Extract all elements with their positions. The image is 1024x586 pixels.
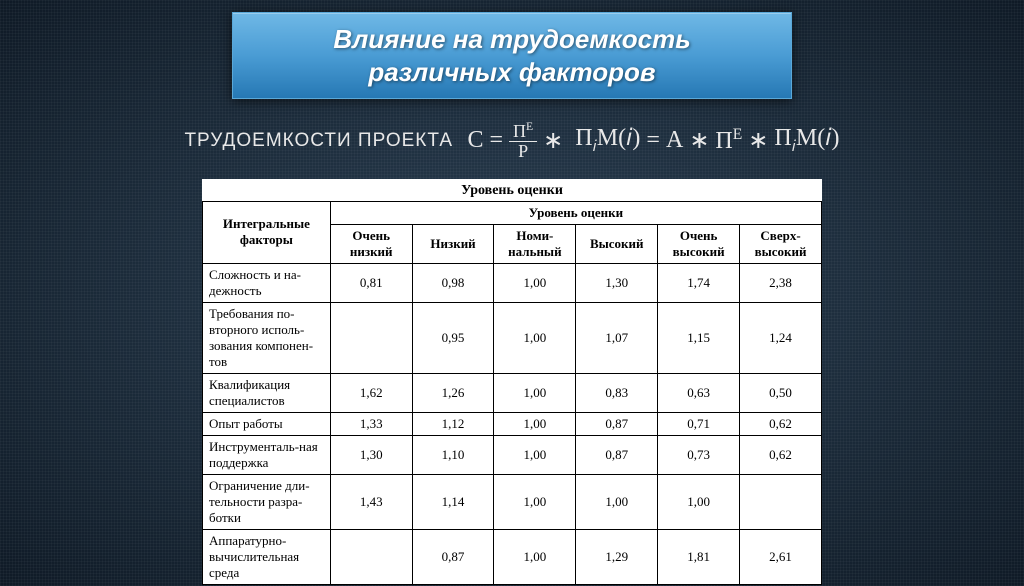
cell-value: 1,00 (494, 435, 576, 474)
cell-value: 0,73 (658, 435, 740, 474)
th-col-1: Низкий (412, 224, 494, 263)
cell-value: 0,63 (658, 373, 740, 412)
cell-value: 0,62 (740, 412, 822, 435)
cell-value: 0,83 (576, 373, 658, 412)
cell-factor: Сложность и на-дежность (203, 263, 331, 302)
fraction-num: ПE (509, 121, 537, 142)
th-group: Уровень оценки (330, 201, 821, 224)
sym-PiE: ПE (715, 126, 742, 155)
cell-factor: Опыт работы (203, 412, 331, 435)
assessment-table: Интегральные факторы Уровень оценки Очен… (202, 201, 822, 585)
formula-row: Трудоемкости проекта C = ПE P ∗ Π𝑖M(𝑖) =… (0, 121, 1024, 161)
cell-value: 1,07 (576, 302, 658, 373)
sym-star3: ∗ (748, 126, 768, 155)
cell-value: 1,62 (330, 373, 412, 412)
cell-value: 1,74 (658, 263, 740, 302)
term-PiM2: Π𝑖M(𝑖) (774, 125, 839, 156)
cell-value: 1,14 (412, 474, 494, 529)
cell-value: 1,00 (658, 474, 740, 529)
sym-eq2: = (646, 127, 660, 154)
table-caption: Уровень оценки (202, 179, 822, 201)
th-factor: Интегральные факторы (203, 201, 331, 263)
formula-expression: C = ПE P ∗ Π𝑖M(𝑖) = A ∗ ПE ∗ Π𝑖M(𝑖) (467, 121, 839, 161)
sym-eq: = (489, 127, 503, 154)
cell-value: 1,29 (576, 529, 658, 584)
formula-label: Трудоемкости проекта (184, 130, 453, 151)
title-banner: Влияние на трудоемкость различных фактор… (232, 12, 792, 99)
cell-value: 1,43 (330, 474, 412, 529)
fraction-den: P (514, 142, 532, 161)
table-row: Квалификация специалистов1,621,261,000,8… (203, 373, 822, 412)
cell-value: 0,87 (412, 529, 494, 584)
table-row: Ограничение дли-тельности разра-ботки1,4… (203, 474, 822, 529)
title-line-1: Влияние на трудоемкость (253, 23, 771, 56)
cell-value: 0,98 (412, 263, 494, 302)
cell-value: 0,87 (576, 435, 658, 474)
th-col-3: Высокий (576, 224, 658, 263)
term-PiM: Π𝑖M(𝑖) (569, 125, 640, 156)
cell-value: 1,00 (576, 474, 658, 529)
cell-value: 1,00 (494, 529, 576, 584)
cell-value: 0,62 (740, 435, 822, 474)
cell-value: 1,24 (740, 302, 822, 373)
cell-value: 2,38 (740, 263, 822, 302)
cell-factor: Квалификация специалистов (203, 373, 331, 412)
cell-factor: Инструменталь-ная поддержка (203, 435, 331, 474)
cell-value: 1,30 (576, 263, 658, 302)
cell-value: 0,81 (330, 263, 412, 302)
th-col-4: Очень высокий (658, 224, 740, 263)
cell-value: 1,00 (494, 302, 576, 373)
cell-value: 0,87 (576, 412, 658, 435)
cell-value: 1,12 (412, 412, 494, 435)
cell-value: 1,00 (494, 474, 576, 529)
th-col-2: Номи-нальный (494, 224, 576, 263)
sym-star2: ∗ (689, 126, 709, 155)
table-body: Сложность и на-дежность0,810,981,001,301… (203, 263, 822, 584)
cell-value (740, 474, 822, 529)
sym-star: ∗ (543, 126, 563, 155)
fraction: ПE P (509, 121, 537, 161)
th-col-0: Очень низкий (330, 224, 412, 263)
cell-value: 0,95 (412, 302, 494, 373)
cell-value: 1,10 (412, 435, 494, 474)
table-row: Аппаратурно-вычислительная среда 0,871,00… (203, 529, 822, 584)
cell-value: 1,15 (658, 302, 740, 373)
cell-value: 1,26 (412, 373, 494, 412)
th-col-5: Сверх-высокий (740, 224, 822, 263)
sym-C: C (467, 127, 483, 154)
cell-factor: Ограничение дли-тельности разра-ботки (203, 474, 331, 529)
cell-value: 1,00 (494, 263, 576, 302)
cell-factor: Аппаратурно-вычислительная среда (203, 529, 331, 584)
table-row: Требования по-вторного исполь-зования ко… (203, 302, 822, 373)
cell-value: 1,81 (658, 529, 740, 584)
cell-value (330, 529, 412, 584)
cell-value: 1,00 (494, 373, 576, 412)
cell-value: 1,00 (494, 412, 576, 435)
cell-factor: Требования по-вторного исполь-зования ко… (203, 302, 331, 373)
cell-value: 1,30 (330, 435, 412, 474)
cell-value: 0,50 (740, 373, 822, 412)
cell-value: 2,61 (740, 529, 822, 584)
table-header-row-1: Интегральные факторы Уровень оценки (203, 201, 822, 224)
cell-value (330, 302, 412, 373)
title-line-2: различных факторов (253, 56, 771, 89)
table-row: Сложность и на-дежность0,810,981,001,301… (203, 263, 822, 302)
cell-value: 0,71 (658, 412, 740, 435)
assessment-table-wrap: Уровень оценки Интегральные факторы Уров… (202, 179, 822, 585)
sym-A: A (666, 127, 683, 154)
cell-value: 1,33 (330, 412, 412, 435)
table-row: Опыт работы1,331,121,000,870,710,62 (203, 412, 822, 435)
table-row: Инструменталь-ная поддержка1,301,101,000… (203, 435, 822, 474)
